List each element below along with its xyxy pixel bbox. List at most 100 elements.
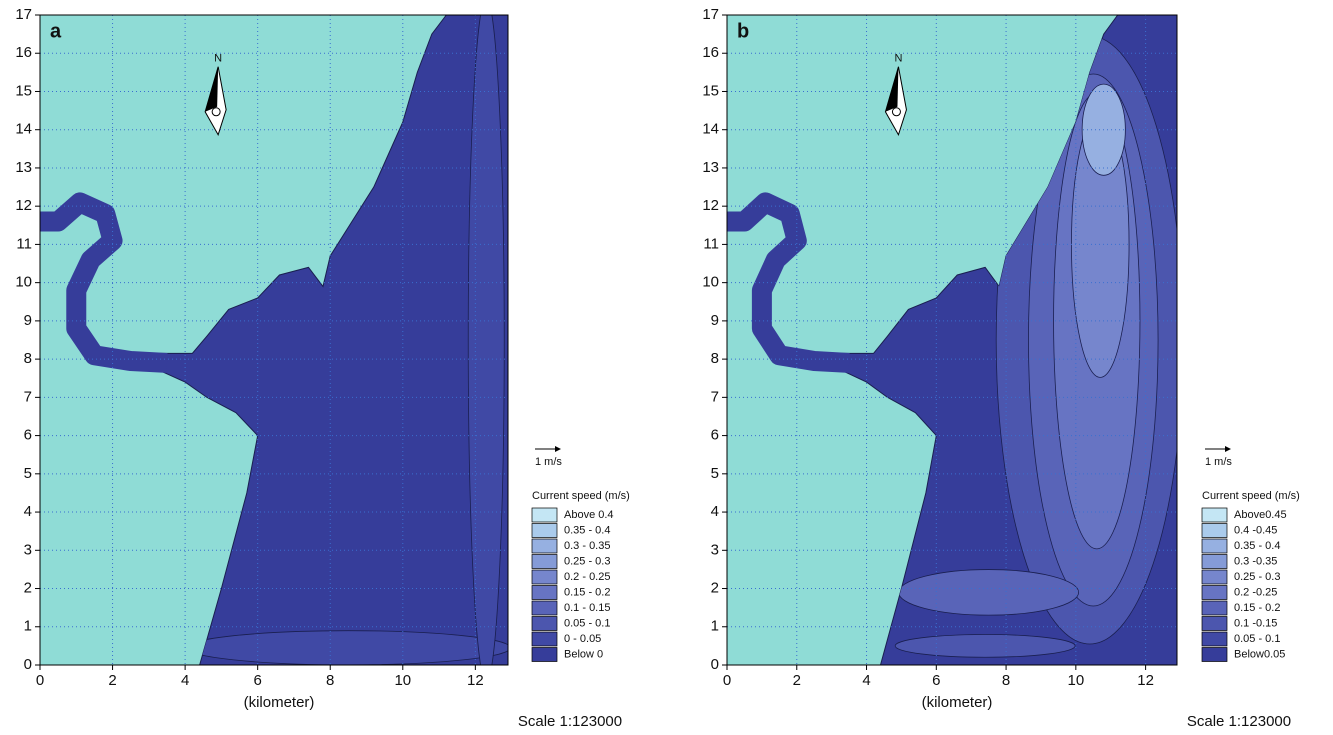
x-tick-label: 12 [1137,672,1154,689]
y-tick-label: 14 [15,121,32,138]
legend-swatch [1201,585,1228,600]
vector-key-label: 1 m/s [1205,456,1232,468]
y-tick-label: 7 [24,388,32,405]
legend-swatch [1201,647,1228,662]
y-tick-label: 1 [24,618,32,635]
y-tick-label: 4 [24,503,32,520]
legend-swatch [531,616,558,631]
legend-label: 0.15 - 0.2 [1234,602,1280,614]
contour-band [894,634,1076,658]
legend-label: 0.05 - 0.1 [1234,633,1280,645]
legend-label: Above 0.4 [564,509,614,521]
x-axis-label: (kilometer) [244,694,315,711]
speed-bands [185,15,508,665]
legend-label: 0.15 - 0.2 [564,586,610,598]
y-tick-label: 0 [24,656,32,673]
x-tick-label: 4 [862,672,870,689]
x-tick-label: 8 [326,672,334,689]
north-arrow-half [205,66,219,112]
legend-swatch [1201,631,1228,647]
y-tick-label: 1 [711,618,719,635]
contour-band [185,630,508,665]
panel-label: a [50,20,62,42]
legend-label: 0.25 - 0.3 [564,555,610,567]
legend-swatch [1201,538,1228,554]
legend-swatch [1201,600,1228,616]
x-axis-label: (kilometer) [922,694,993,711]
x-tick-label: 12 [467,672,484,689]
y-tick-label: 17 [15,6,32,23]
y-tick-label: 8 [24,350,32,367]
y-tick-label: 0 [711,656,719,673]
y-tick-label: 4 [711,503,719,520]
legend-label: Above0.45 [1234,509,1287,521]
x-tick-label: 10 [394,672,411,689]
y-tick-label: 15 [702,82,719,99]
x-tick-label: 8 [1002,672,1010,689]
panel-label: b [737,20,749,42]
y-tick-label: 7 [711,388,719,405]
legend-swatch [1201,507,1228,523]
channel [40,192,168,373]
legend-label: 0.1 - 0.15 [564,602,610,614]
plot-frame [726,14,1178,666]
y-tick-label: 10 [702,274,719,291]
legend-swatch [1201,554,1228,569]
legend-label: 0.2 -0.25 [1234,586,1277,598]
legend-label: 0.35 - 0.4 [1234,540,1280,552]
vector-key-label: 1 m/s [535,456,562,468]
legend-label: 0.4 -0.45 [1234,524,1277,536]
legend-title: Current speed (m/s) [1202,490,1300,502]
y-tick-label: 10 [15,274,32,291]
north-label: N [894,53,902,65]
north-label: N [214,53,222,65]
y-tick-label: 11 [703,235,719,252]
y-tick-label: 16 [15,44,32,61]
legend-swatch [531,631,558,647]
y-tick-label: 9 [24,312,32,329]
plot-frame [39,14,509,666]
legend-swatch [1201,569,1228,585]
legend-swatch [531,569,558,585]
y-tick-label: 2 [711,579,719,596]
y-tick-label: 8 [711,350,719,367]
x-tick-label: 0 [723,672,731,689]
y-tick-label: 17 [702,6,719,23]
north-arrow-dot [211,107,221,117]
legend-swatch [531,600,558,616]
y-tick-label: 6 [24,427,32,444]
legend-swatch [1201,616,1228,631]
legend-label: 0 - 0.05 [564,633,601,645]
x-tick-label: 2 [108,672,116,689]
x-tick-label: 4 [181,672,189,689]
y-tick-label: 12 [15,197,32,214]
legend-swatch [531,647,558,662]
y-tick-label: 3 [711,541,719,558]
legend-label: 0.2 - 0.25 [564,571,610,583]
y-tick-label: 12 [702,197,719,214]
x-tick-label: 6 [932,672,940,689]
x-tick-label: 2 [793,672,801,689]
legend-label: 0.25 - 0.3 [1234,571,1280,583]
legend-label: 0.3 - 0.35 [564,540,610,552]
north-arrow-dot [891,107,901,117]
legend-label: 0.1 -0.15 [1234,617,1277,629]
y-tick-label: 3 [24,541,32,558]
y-tick-label: 11 [16,235,32,252]
legend-label: 0.05 - 0.1 [564,617,610,629]
x-tick-label: 10 [1067,672,1084,689]
scale-text: Scale 1:123000 [518,713,622,730]
legend-swatch [531,585,558,600]
y-tick-label: 6 [711,427,719,444]
channel [727,192,850,373]
y-tick-label: 14 [702,121,719,138]
legend-label: Below 0 [564,648,603,660]
y-tick-label: 5 [24,465,32,482]
y-tick-label: 15 [15,82,32,99]
y-tick-label: 16 [702,44,719,61]
vector-key-head [1225,446,1231,452]
vector-key-head [555,446,561,452]
legend-swatch [1201,523,1228,538]
water [159,14,509,666]
